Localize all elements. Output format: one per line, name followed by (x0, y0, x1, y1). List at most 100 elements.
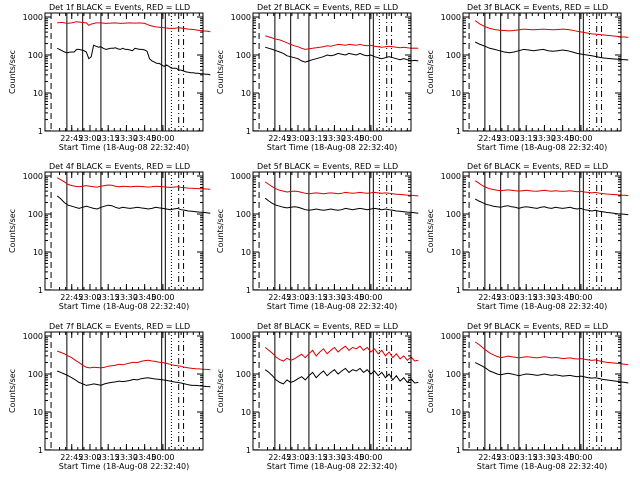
x-tick-label: 23:00 (496, 293, 519, 302)
y-tick-label: 100 (28, 210, 43, 219)
y-axis-label: Counts/sec (216, 209, 225, 253)
x-tick-label: 22:45 (268, 293, 291, 302)
plot-frame (462, 331, 622, 451)
x-axis-label: Start Time (18-Aug-08 22:32:40) (59, 462, 190, 471)
y-tick-label: 100 (236, 51, 251, 60)
events-series-line (56, 44, 211, 76)
y-tick-label: 10 (241, 248, 251, 257)
plot-frame (462, 12, 622, 132)
x-tick-label: 22:45 (60, 453, 83, 462)
y-axis-label: Counts/sec (8, 209, 17, 253)
x-tick-label: 23:45 (551, 293, 574, 302)
x-axis-label: Start Time (18-Aug-08 22:32:40) (59, 143, 190, 152)
lld-series-line (474, 180, 629, 197)
x-tick-label: 23:00 (78, 134, 101, 143)
y-tick-label: 1 (456, 446, 461, 455)
x-tick-label: 23:45 (133, 134, 156, 143)
x-tick-label: 22:45 (268, 453, 291, 462)
x-tick-label: 23:30 (323, 453, 346, 462)
lld-series-line (57, 350, 211, 371)
events-series-line (265, 46, 419, 63)
x-tick-label: 23:30 (115, 134, 138, 143)
y-axis-label: Counts/sec (8, 369, 17, 413)
y-tick-label: 10 (451, 248, 461, 257)
y-axis-label: Counts/sec (426, 209, 435, 253)
panel-det-3f: Det 3f BLACK = Events, RED = LLD Counts/s… (426, 3, 629, 152)
panel-det-7f: Det 7f BLACK = Events, RED = LLD Counts/s… (8, 322, 211, 471)
x-tick-label: 00:00 (151, 293, 174, 302)
x-tick-label: 00:00 (569, 453, 592, 462)
x-axis-label: Start Time (18-Aug-08 22:32:40) (267, 462, 398, 471)
panel-det-8f: Det 8f BLACK = Events, RED = LLD Counts/s… (216, 322, 419, 471)
y-tick-label: 100 (446, 370, 461, 379)
plot-frame (44, 171, 204, 291)
events-series-line (474, 198, 629, 216)
x-axis-label: Start Time (18-Aug-08 22:32:40) (59, 302, 190, 311)
x-tick-label: 00:00 (569, 134, 592, 143)
y-axis-label: Counts/sec (216, 369, 225, 413)
x-tick-label: 00:00 (569, 293, 592, 302)
y-tick-label: 1000 (441, 332, 461, 341)
panel-det-5f: Det 5f BLACK = Events, RED = LLD Counts/s… (216, 162, 419, 311)
x-tick-label: 00:00 (151, 453, 174, 462)
x-tick-label: 00:00 (359, 293, 382, 302)
x-axis-label: Start Time (18-Aug-08 22:32:40) (267, 302, 398, 311)
plot-frame (252, 331, 412, 451)
x-tick-label: 23:30 (323, 293, 346, 302)
y-tick-label: 1 (38, 286, 43, 295)
y-tick-label: 100 (446, 51, 461, 60)
y-tick-label: 10 (451, 408, 461, 417)
events-series-line (57, 370, 211, 388)
y-axis-label: Counts/sec (216, 50, 225, 94)
lld-series-line (264, 345, 419, 362)
plot-frame (462, 171, 622, 291)
x-tick-label: 23:45 (341, 134, 364, 143)
x-axis-label: Start Time (18-Aug-08 22:32:40) (267, 143, 398, 152)
x-tick-label: 23:00 (286, 134, 309, 143)
x-axis-label: Start Time (18-Aug-08 22:32:40) (477, 143, 608, 152)
y-axis-label: Counts/sec (8, 50, 17, 94)
y-tick-label: 100 (28, 51, 43, 60)
x-tick-label: 00:00 (359, 134, 382, 143)
panel-title: Det 7f BLACK = Events, RED = LLD (49, 322, 190, 331)
x-tick-label: 22:45 (60, 134, 83, 143)
y-tick-label: 1000 (441, 13, 461, 22)
x-tick-label: 23:30 (533, 453, 556, 462)
events-series-line (56, 195, 211, 214)
x-tick-label: 23:15 (97, 293, 120, 302)
panel-det-1f: Det 1f BLACK = Events, RED = LLD Counts/s… (8, 3, 211, 152)
panel-det-9f: Det 9f BLACK = Events, RED = LLD Counts/s… (426, 322, 629, 471)
y-tick-label: 10 (241, 408, 251, 417)
y-tick-label: 100 (446, 210, 461, 219)
x-tick-label: 23:15 (305, 134, 328, 143)
panel-title: Det 6f BLACK = Events, RED = LLD (467, 162, 608, 171)
panel-title: Det 8f BLACK = Events, RED = LLD (257, 322, 398, 331)
x-tick-label: 23:00 (78, 293, 101, 302)
events-series-line (264, 197, 419, 214)
x-tick-label: 23:45 (133, 293, 156, 302)
x-tick-label: 00:00 (359, 453, 382, 462)
y-tick-label: 1 (456, 127, 461, 136)
lld-series-line (474, 20, 629, 38)
y-tick-label: 1 (246, 286, 251, 295)
x-tick-label: 23:45 (551, 134, 574, 143)
lld-series-line (57, 21, 211, 33)
y-tick-label: 10 (33, 408, 43, 417)
x-tick-label: 23:30 (533, 134, 556, 143)
plot-frame (44, 12, 204, 132)
lld-series-line (264, 181, 419, 197)
x-tick-label: 23:15 (305, 293, 328, 302)
x-tick-label: 23:00 (286, 293, 309, 302)
plot-frame (252, 171, 412, 291)
panel-title: Det 1f BLACK = Events, RED = LLD (49, 3, 190, 12)
x-tick-label: 23:00 (286, 453, 309, 462)
x-tick-label: 22:45 (268, 134, 291, 143)
x-tick-label: 23:15 (97, 453, 120, 462)
x-axis-label: Start Time (18-Aug-08 22:32:40) (477, 462, 608, 471)
panel-det-2f: Det 2f BLACK = Events, RED = LLD Counts/s… (216, 3, 419, 152)
y-tick-label: 100 (28, 370, 43, 379)
panel-title: Det 5f BLACK = Events, RED = LLD (257, 162, 398, 171)
panel-title: Det 9f BLACK = Events, RED = LLD (467, 322, 608, 331)
x-tick-label: 22:45 (478, 453, 501, 462)
